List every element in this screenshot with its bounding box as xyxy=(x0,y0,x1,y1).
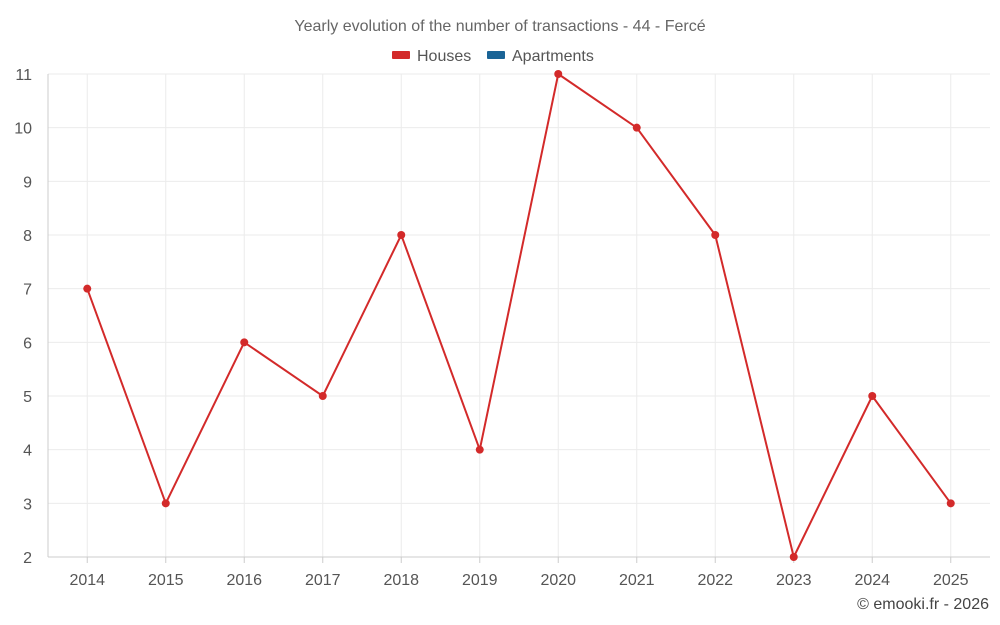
data-point-houses[interactable] xyxy=(868,392,877,400)
data-point-houses[interactable] xyxy=(475,445,484,454)
data-point-houses[interactable] xyxy=(397,231,406,239)
x-tick-label: 2020 xyxy=(540,572,576,589)
data-point-houses[interactable] xyxy=(318,392,327,400)
data-point-houses[interactable] xyxy=(554,70,563,78)
axes: 2 3 4 5 6 7 8 9 10 11 2014 2015 2016 2017 2018 2019 2020… xyxy=(14,67,990,589)
x-tick-label: 2025 xyxy=(933,572,969,589)
y-tick-label: 7 xyxy=(23,282,32,299)
y-tick-label: 2 xyxy=(23,550,32,567)
series-line-houses xyxy=(86,73,952,558)
data-point-houses[interactable] xyxy=(946,499,955,508)
chart-title: Yearly evolution of the number of transa… xyxy=(294,18,705,35)
legend-item-apartments[interactable]: Apartments xyxy=(487,48,594,65)
x-tick-label: 2017 xyxy=(305,572,341,589)
data-point-houses[interactable] xyxy=(240,338,249,347)
y-tick-label: 6 xyxy=(23,335,32,352)
y-tick-label: 11 xyxy=(15,67,32,84)
data-point-houses[interactable] xyxy=(632,123,641,132)
x-tick-label: 2014 xyxy=(69,572,105,589)
y-tick-label: 9 xyxy=(23,174,32,191)
y-tick-label: 5 xyxy=(23,389,32,406)
data-point-houses[interactable] xyxy=(83,284,92,293)
x-tick-label: 2019 xyxy=(462,572,498,589)
x-tick-label: 2016 xyxy=(226,572,262,589)
y-tick-label: 4 xyxy=(23,443,32,460)
legend: Houses Apartments xyxy=(392,48,594,65)
legend-item-houses[interactable]: Houses xyxy=(392,48,471,65)
x-tick-label: 2023 xyxy=(776,572,812,589)
legend-label-apartments: Apartments xyxy=(512,48,594,65)
data-point-houses[interactable] xyxy=(789,553,798,561)
x-tick-label: 2018 xyxy=(383,572,419,589)
credit-text: © emooki.fr - 2026 xyxy=(857,596,989,613)
x-tick-label: 2021 xyxy=(619,572,655,589)
y-tick-label: 8 xyxy=(23,228,32,245)
x-tick-label: 2022 xyxy=(697,572,733,589)
y-tick-label: 10 xyxy=(14,121,32,138)
x-tick-label: 2024 xyxy=(854,572,890,589)
series xyxy=(83,70,955,561)
grid xyxy=(48,73,990,557)
x-tick-label: 2015 xyxy=(148,572,184,589)
data-point-houses[interactable] xyxy=(161,499,170,508)
y-tick-label: 3 xyxy=(23,496,32,513)
data-point-houses[interactable] xyxy=(711,231,720,239)
legend-swatch-apartments xyxy=(487,51,505,59)
legend-label-houses: Houses xyxy=(417,48,471,65)
legend-swatch-houses xyxy=(392,51,410,59)
